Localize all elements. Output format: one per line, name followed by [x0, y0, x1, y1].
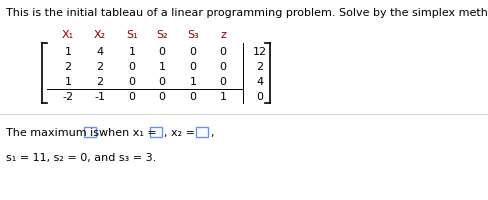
Text: This is the initial tableau of a linear programming problem. Solve by the simple: This is the initial tableau of a linear …	[6, 8, 488, 18]
Text: X₂: X₂	[94, 30, 106, 40]
Text: when x₁ =: when x₁ =	[99, 127, 157, 137]
Text: 0: 0	[189, 47, 196, 57]
Text: 2: 2	[256, 62, 263, 72]
Text: S₂: S₂	[156, 30, 167, 40]
Text: 0: 0	[128, 62, 135, 72]
Text: 1: 1	[64, 47, 71, 57]
Text: 2: 2	[96, 77, 103, 87]
Text: -1: -1	[94, 92, 105, 101]
Text: 1: 1	[128, 47, 135, 57]
Text: 0: 0	[219, 77, 226, 87]
Bar	[150, 127, 162, 137]
Text: 1: 1	[158, 62, 165, 72]
Text: 0: 0	[189, 92, 196, 101]
Text: 0: 0	[158, 92, 165, 101]
Text: -2: -2	[62, 92, 73, 101]
Bar	[196, 127, 207, 137]
Text: S₃: S₃	[187, 30, 199, 40]
Text: 0: 0	[189, 62, 196, 72]
Text: 1: 1	[189, 77, 196, 87]
Text: 2: 2	[64, 62, 71, 72]
Text: 1: 1	[219, 92, 226, 101]
Text: ,: ,	[209, 127, 213, 137]
Text: 0: 0	[158, 77, 165, 87]
Text: , x₂ =: , x₂ =	[163, 127, 195, 137]
Text: The maximum is: The maximum is	[6, 127, 99, 137]
Text: s₁ = 11, s₂ = 0, and s₃ = 3.: s₁ = 11, s₂ = 0, and s₃ = 3.	[6, 152, 156, 162]
Text: z: z	[220, 30, 225, 40]
Text: 0: 0	[158, 47, 165, 57]
Text: 0: 0	[256, 92, 263, 101]
Text: 12: 12	[252, 47, 266, 57]
Text: 0: 0	[128, 77, 135, 87]
Text: 2: 2	[96, 62, 103, 72]
Bar	[84, 127, 96, 137]
Text: 4: 4	[96, 47, 103, 57]
Text: 0: 0	[219, 47, 226, 57]
Text: 4: 4	[256, 77, 263, 87]
Text: 1: 1	[64, 77, 71, 87]
Text: X₁: X₁	[62, 30, 74, 40]
Text: 0: 0	[219, 62, 226, 72]
Text: 0: 0	[128, 92, 135, 101]
Text: S₁: S₁	[126, 30, 138, 40]
